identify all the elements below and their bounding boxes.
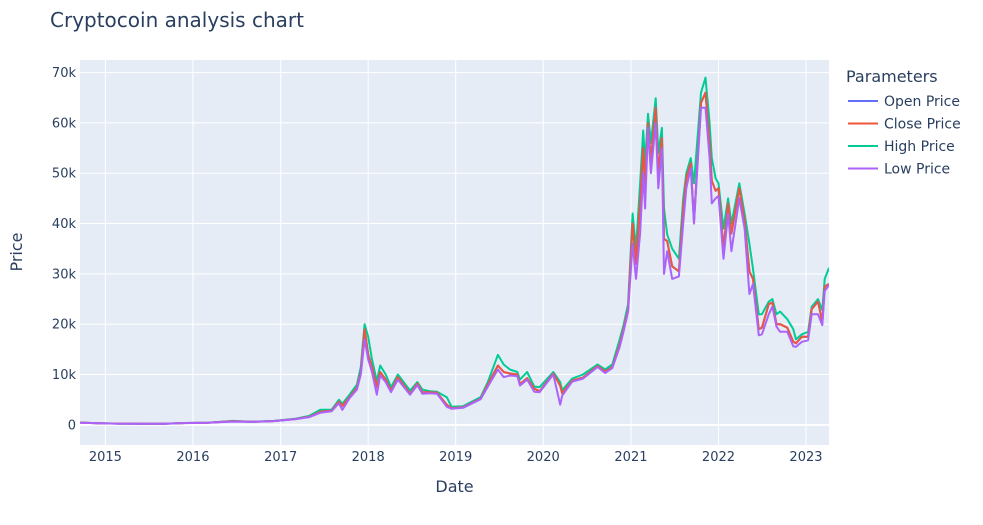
y-tick-label: 30k bbox=[52, 267, 77, 282]
legend-label-open-price: Open Price bbox=[884, 94, 960, 110]
plot-area bbox=[80, 60, 829, 445]
y-tick-label: 40k bbox=[52, 217, 77, 232]
x-tick-label: 2021 bbox=[614, 450, 647, 465]
y-tick-label: 70k bbox=[52, 66, 77, 81]
series-lines bbox=[80, 76, 829, 425]
y-tick-label: 50k bbox=[52, 167, 77, 182]
legend: Parameters Open Price Close Price High Pri… bbox=[846, 67, 961, 178]
x-tick-label: 2023 bbox=[789, 450, 822, 465]
y-axis-title: Price bbox=[7, 232, 26, 271]
chart-title: Cryptocoin analysis chart bbox=[50, 8, 304, 32]
grid-lines bbox=[80, 60, 829, 445]
series-line-low-price bbox=[80, 106, 829, 425]
y-axis-ticks: 0 10k 20k 30k 40k 50k 60k 70k bbox=[52, 66, 77, 433]
legend-title: Parameters bbox=[846, 67, 938, 86]
legend-label-high-price: High Price bbox=[884, 139, 955, 155]
y-tick-label: 0 bbox=[68, 418, 76, 433]
x-tick-label: 2018 bbox=[352, 450, 385, 465]
y-tick-label: 20k bbox=[52, 318, 77, 333]
x-axis-title: Date bbox=[435, 477, 473, 496]
x-tick-label: 2015 bbox=[89, 450, 122, 465]
x-tick-label: 2022 bbox=[702, 450, 735, 465]
y-tick-label: 10k bbox=[52, 368, 77, 383]
legend-items: Open Price Close Price High Price Low Price bbox=[848, 94, 961, 178]
x-tick-label: 2016 bbox=[176, 450, 209, 465]
x-axis-ticks: 2015 2016 2017 2018 2019 2020 2021 2022 2023 bbox=[89, 450, 823, 465]
y-tick-label: 60k bbox=[52, 116, 77, 131]
x-tick-label: 2020 bbox=[527, 450, 560, 465]
legend-label-close-price: Close Price bbox=[884, 117, 961, 133]
x-tick-label: 2017 bbox=[264, 450, 297, 465]
legend-label-low-price: Low Price bbox=[884, 162, 950, 178]
x-tick-label: 2019 bbox=[439, 450, 472, 465]
